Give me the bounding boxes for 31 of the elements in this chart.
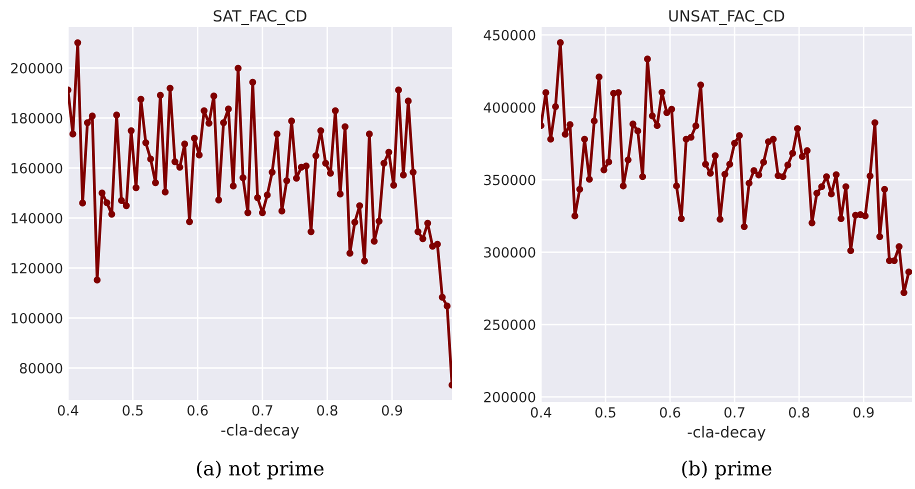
y-tick-label: 120000 <box>12 262 62 274</box>
x-axis-title: -cla-decay <box>688 426 766 441</box>
chart-title: SAT_FAC_CD <box>214 10 306 26</box>
chart-title: UNSAT_FAC_CD <box>669 10 784 26</box>
y-tick-label: 250000 <box>484 320 536 330</box>
y-tick-label: 160000 <box>12 162 62 174</box>
y-tick-label: 450000 <box>484 30 536 40</box>
y-tick-label: 140000 <box>12 212 62 224</box>
x-tick-label: 0.8 <box>788 407 810 418</box>
x-tick-label: 0.4 <box>58 405 78 416</box>
y-tick-label: 80000 <box>20 362 62 374</box>
x-tick-label: 0.4 <box>530 407 552 418</box>
text: (a) not prime <box>197 460 324 480</box>
y-tick-label: 200000 <box>11 62 62 74</box>
x-tick-label: 0.7 <box>252 405 272 416</box>
y-tick-label: 100000 <box>12 312 62 324</box>
x-tick-label: 0.9 <box>853 407 874 418</box>
x-tick-label: 0.8 <box>317 405 338 416</box>
x-tick-label: 0.6 <box>187 405 208 416</box>
x-tick-label: 0.5 <box>595 407 616 418</box>
y-tick-label: 180000 <box>12 112 62 124</box>
y-tick-label: 400000 <box>484 102 536 113</box>
y-tick-label: 350000 <box>484 174 536 186</box>
y-tick-label: 300000 <box>484 247 536 258</box>
y-tick-label: 200000 <box>484 392 536 402</box>
x-axis-title: -cla-decay <box>221 424 300 439</box>
x-tick-label: 0.5 <box>122 405 143 416</box>
x-tick-label: 0.6 <box>660 407 680 418</box>
x-tick-label: 0.9 <box>382 405 402 416</box>
x-tick-label: 0.7 <box>724 407 744 418</box>
text: (b) prime <box>682 460 772 480</box>
